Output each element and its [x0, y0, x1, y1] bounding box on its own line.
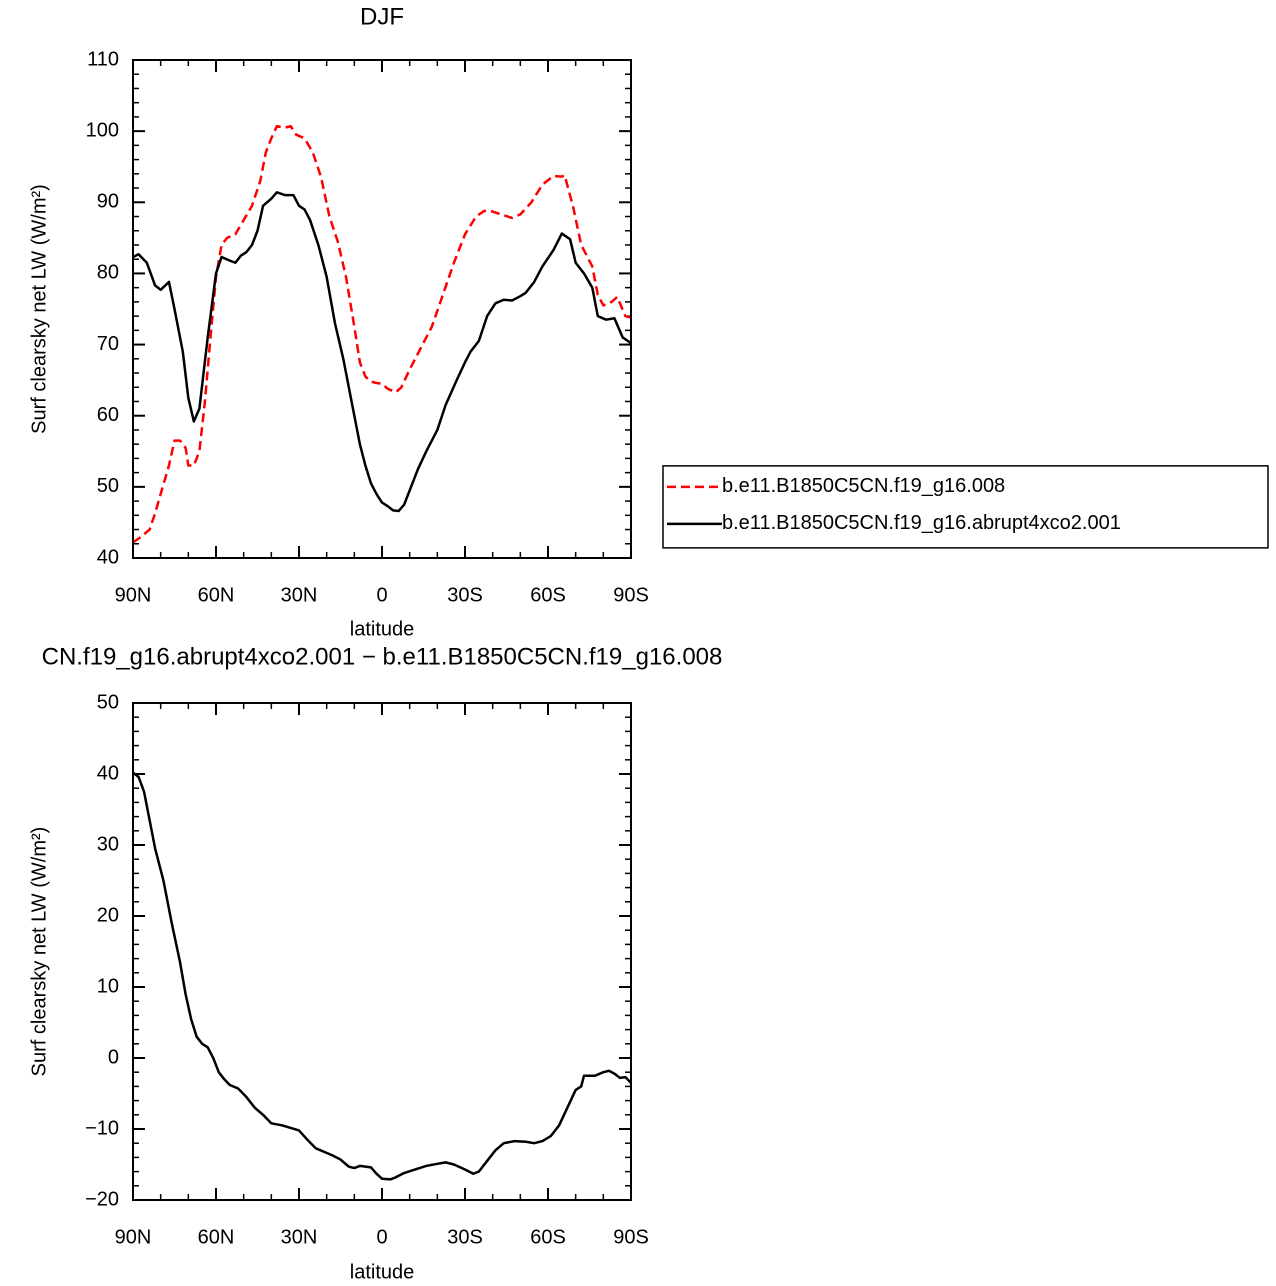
legend-label: b.e11.B1850C5CN.f19_g16.abrupt4xco2.001 [722, 512, 1121, 534]
y-tick-label: 40 [97, 546, 119, 568]
y-tick-label: 10 [97, 975, 119, 997]
data-line [132, 124, 632, 544]
y-tick-label: 90 [97, 191, 119, 213]
y-axis-label: Surf clearsky net LW (W/m²) [28, 184, 50, 434]
y-tick-label: 60 [97, 404, 119, 426]
y-tick-label: 20 [97, 904, 119, 926]
x-tick-label: 60N [198, 1226, 235, 1248]
x-tick-label: 90S [613, 584, 649, 606]
y-tick-label: 40 [97, 762, 119, 784]
plot-frame [132, 59, 632, 559]
x-tick-label: 30S [447, 1226, 483, 1248]
chart-title: CN.f19_g16.abrupt4xco2.001 − b.e11.B1850… [42, 643, 723, 670]
plot-frame [132, 702, 632, 1201]
x-tick-label: 0 [376, 584, 387, 606]
y-axis-label: Surf clearsky net LW (W/m²) [28, 827, 50, 1077]
x-tick-label: 30N [281, 584, 318, 606]
y-tick-label: 30 [97, 833, 119, 855]
x-tick-label: 0 [376, 1226, 387, 1248]
y-tick-label: −20 [85, 1188, 119, 1210]
legend-label: b.e11.B1850C5CN.f19_g16.008 [722, 475, 1005, 497]
x-tick-label: 30N [281, 1226, 318, 1248]
x-tick-label: 90N [115, 584, 152, 606]
x-axis-label: latitude [350, 1261, 415, 1283]
y-tick-label: 0 [108, 1046, 119, 1068]
x-axis-label: latitude [350, 618, 415, 640]
x-tick-label: 90S [613, 1226, 649, 1248]
y-tick-label: 80 [97, 262, 119, 284]
y-tick-label: 50 [97, 475, 119, 497]
x-tick-label: 60N [198, 584, 235, 606]
x-tick-label: 30S [447, 584, 483, 606]
y-tick-label: 70 [97, 333, 119, 355]
data-line [132, 771, 632, 1181]
y-tick-label: 110 [87, 48, 119, 70]
y-tick-label: 100 [86, 119, 119, 141]
data-line [132, 191, 632, 513]
chart-title: DJF [360, 3, 404, 30]
y-tick-label: 50 [97, 691, 119, 713]
x-tick-label: 90N [115, 1226, 152, 1248]
x-tick-label: 60S [530, 1226, 566, 1248]
x-tick-label: 60S [530, 584, 566, 606]
legend-box [662, 465, 1269, 549]
y-tick-label: −10 [85, 1117, 119, 1139]
